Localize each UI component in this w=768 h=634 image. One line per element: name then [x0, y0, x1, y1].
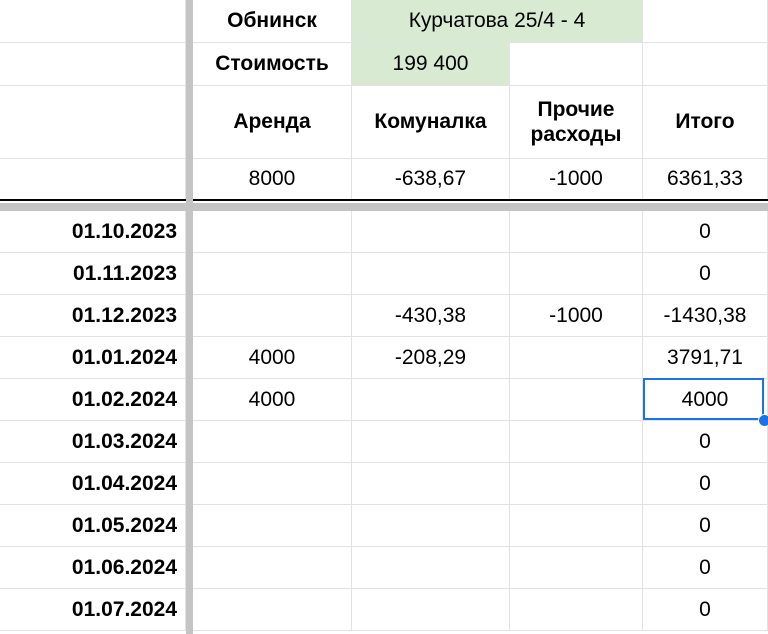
- other-cell[interactable]: [510, 337, 643, 379]
- header-other-line1: Прочие: [537, 97, 615, 121]
- cell-a2[interactable]: [0, 43, 186, 86]
- cell-a3[interactable]: [0, 86, 186, 159]
- cell-e1[interactable]: [643, 0, 768, 43]
- total-cell[interactable]: 0: [643, 547, 768, 589]
- other-cell[interactable]: [510, 589, 643, 631]
- date-cell[interactable]: 01.04.2024: [0, 463, 186, 505]
- header-utilities[interactable]: Комуналка: [352, 86, 510, 159]
- header-total[interactable]: Итого: [643, 86, 768, 159]
- rent-cell[interactable]: [193, 463, 352, 505]
- total-cell[interactable]: -1430,38: [643, 295, 768, 337]
- other-cell[interactable]: [510, 253, 643, 295]
- utilities-cell[interactable]: [352, 463, 510, 505]
- cell-a1[interactable]: [0, 0, 186, 43]
- other-cell[interactable]: [510, 379, 643, 421]
- border-line: [0, 199, 768, 201]
- other-cell[interactable]: [510, 547, 643, 589]
- total-rent[interactable]: 8000: [193, 159, 352, 200]
- total-utilities[interactable]: -638,67: [352, 159, 510, 200]
- cost-value-cell[interactable]: 199 400: [352, 43, 510, 86]
- header-other[interactable]: Прочие расходы: [510, 86, 643, 159]
- frozen-columns-divider[interactable]: [186, 0, 193, 634]
- total-cell[interactable]: 0: [643, 211, 768, 253]
- total-sum[interactable]: 6361,33: [643, 159, 768, 200]
- cell-a4[interactable]: [0, 159, 186, 200]
- utilities-cell[interactable]: [352, 379, 510, 421]
- total-cell[interactable]: 0: [643, 253, 768, 295]
- other-cell[interactable]: [510, 463, 643, 505]
- utilities-cell[interactable]: [352, 589, 510, 631]
- date-cell[interactable]: 01.11.2023: [0, 253, 186, 295]
- rent-cell[interactable]: 4000: [193, 337, 352, 379]
- utilities-cell[interactable]: [352, 253, 510, 295]
- total-cell[interactable]: 3791,71: [643, 337, 768, 379]
- fill-handle[interactable]: [758, 414, 768, 427]
- other-cell[interactable]: [510, 211, 643, 253]
- total-cell[interactable]: 0: [643, 505, 768, 547]
- total-cell[interactable]: 0: [643, 421, 768, 463]
- utilities-cell[interactable]: [352, 421, 510, 463]
- rent-cell[interactable]: [193, 547, 352, 589]
- date-cell[interactable]: 01.05.2024: [0, 505, 186, 547]
- utilities-cell[interactable]: -430,38: [352, 295, 510, 337]
- other-cell[interactable]: -1000: [510, 295, 643, 337]
- rent-cell[interactable]: [193, 589, 352, 631]
- total-cell[interactable]: 0: [643, 589, 768, 631]
- rent-cell[interactable]: 4000: [193, 379, 352, 421]
- rent-cell[interactable]: [193, 295, 352, 337]
- date-cell[interactable]: 01.06.2024: [0, 547, 186, 589]
- date-cell[interactable]: 01.10.2023: [0, 211, 186, 253]
- date-cell[interactable]: 01.02.2024: [0, 379, 186, 421]
- rent-cell[interactable]: [193, 253, 352, 295]
- date-cell[interactable]: 01.03.2024: [0, 421, 186, 463]
- cell-e2[interactable]: [643, 43, 768, 86]
- other-cell[interactable]: [510, 421, 643, 463]
- date-cell[interactable]: 01.01.2024: [0, 337, 186, 379]
- cost-label-cell[interactable]: Стоимость: [193, 43, 352, 86]
- rent-cell[interactable]: [193, 505, 352, 547]
- city-cell[interactable]: Обнинск: [193, 0, 352, 43]
- total-cell[interactable]: 0: [643, 463, 768, 505]
- other-cell[interactable]: [510, 505, 643, 547]
- date-cell[interactable]: 01.12.2023: [0, 295, 186, 337]
- header-other-line2: расходы: [530, 123, 622, 146]
- utilities-cell[interactable]: -208,29: [352, 337, 510, 379]
- header-rent[interactable]: Аренда: [193, 86, 352, 159]
- utilities-cell[interactable]: [352, 211, 510, 253]
- utilities-cell[interactable]: [352, 547, 510, 589]
- total-other[interactable]: -1000: [510, 159, 643, 200]
- address-cell[interactable]: Курчатова 25/4 - 4: [352, 0, 643, 43]
- utilities-cell[interactable]: [352, 505, 510, 547]
- frozen-rows-divider[interactable]: [0, 203, 768, 211]
- rent-cell[interactable]: [193, 211, 352, 253]
- cell-d2[interactable]: [510, 43, 643, 86]
- rent-cell[interactable]: [193, 421, 352, 463]
- selected-cell-outline: [643, 378, 764, 420]
- date-cell[interactable]: 01.07.2024: [0, 589, 186, 631]
